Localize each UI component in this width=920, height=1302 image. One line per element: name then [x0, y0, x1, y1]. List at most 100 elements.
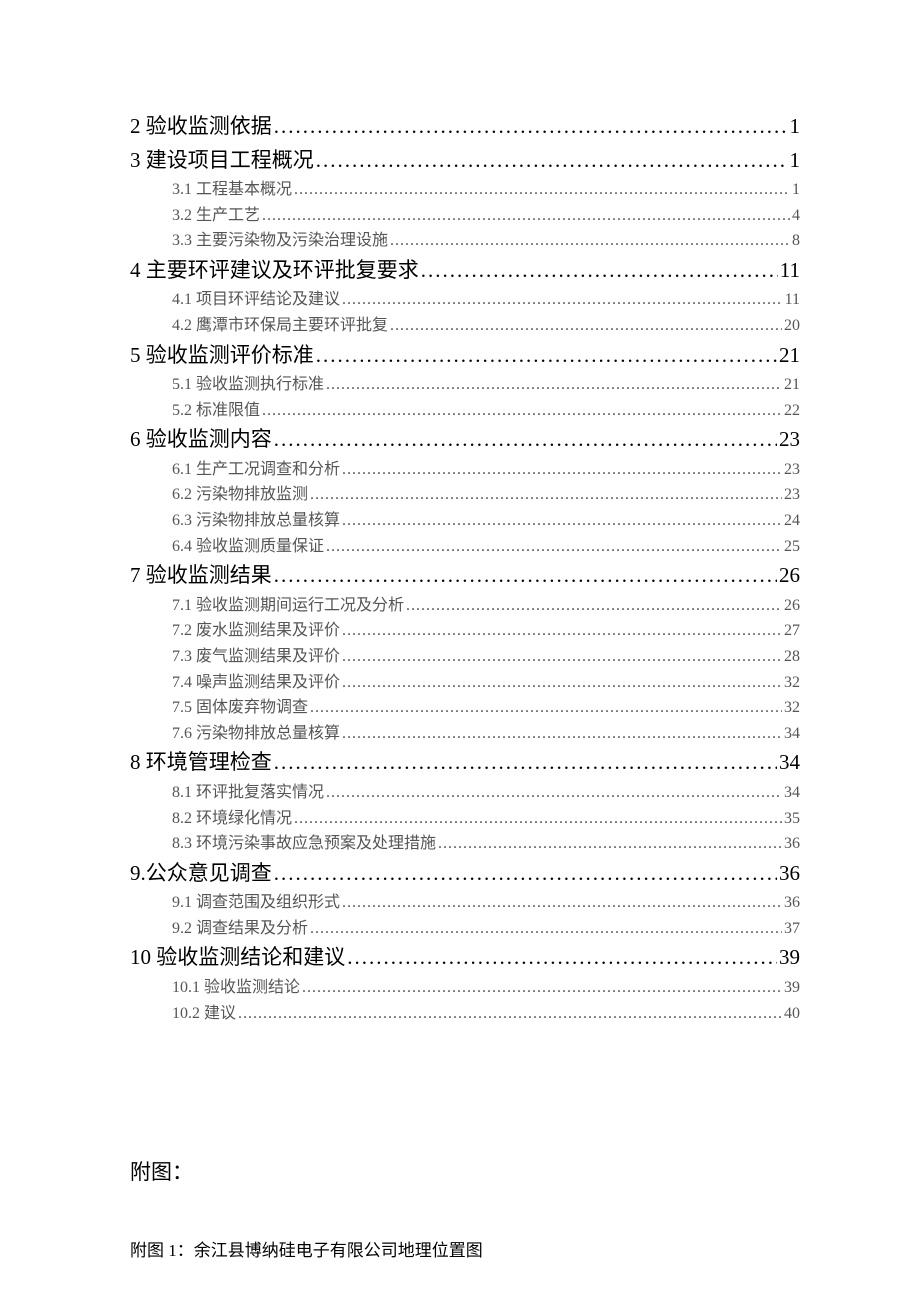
toc-entry-page: 36 — [779, 857, 800, 890]
toc-entry-page: 28 — [784, 644, 800, 670]
toc-entry: 6.4 验收监测质量保证............................… — [130, 534, 800, 560]
toc-entry: 7.2 废水监测结果及评价...........................… — [130, 618, 800, 644]
toc-entry-label: 7.5 固体废弃物调查 — [172, 695, 308, 721]
toc-leader-dots: ........................................… — [342, 618, 782, 644]
toc-entry-page: 24 — [784, 508, 800, 534]
toc-leader-dots: ........................................… — [238, 1001, 782, 1027]
toc-entry-label: 8.2 环境绿化情况 — [172, 806, 292, 832]
toc-leader-dots: ........................................… — [274, 857, 777, 890]
toc-entry-page: 21 — [779, 339, 800, 372]
toc-entry-label: 2 验收监测依据 — [130, 110, 272, 143]
toc-leader-dots: ........................................… — [347, 941, 777, 974]
toc-leader-dots: ........................................… — [310, 482, 782, 508]
toc-entry-page: 39 — [784, 975, 800, 1001]
toc-entry: 2 验收监测依据................................… — [130, 110, 800, 143]
toc-entry-label: 6.4 验收监测质量保证 — [172, 534, 324, 560]
toc-leader-dots: ........................................… — [302, 975, 782, 1001]
toc-leader-dots: ........................................… — [438, 831, 782, 857]
toc-leader-dots: ........................................… — [342, 890, 782, 916]
toc-entry-page: 26 — [784, 593, 800, 619]
toc-entry-page: 37 — [784, 916, 800, 942]
toc-leader-dots: ........................................… — [326, 372, 782, 398]
toc-leader-dots: ........................................… — [326, 534, 782, 560]
toc-entry: 7.3 废气监测结果及评价...........................… — [130, 644, 800, 670]
toc-entry: 9.1 调查范围及组织形式...........................… — [130, 890, 800, 916]
toc-entry: 7.4 噪声监测结果及评价...........................… — [130, 670, 800, 696]
toc-entry-page: 23 — [784, 457, 800, 483]
toc-entry: 6.3 污染物排放总量核算...........................… — [130, 508, 800, 534]
toc-entry-label: 4.2 鹰潭市环保局主要环评批复 — [172, 313, 388, 339]
toc-entry-page: 11 — [785, 287, 800, 313]
toc-leader-dots: ........................................… — [310, 695, 782, 721]
toc-entry-label: 10.1 验收监测结论 — [172, 975, 300, 1001]
toc-leader-dots: ........................................… — [406, 593, 782, 619]
toc-entry-label: 7.2 废水监测结果及评价 — [172, 618, 340, 644]
toc-leader-dots: ........................................… — [342, 508, 782, 534]
toc-entry-label: 8.1 环评批复落实情况 — [172, 780, 324, 806]
toc-entry-label: 6.3 污染物排放总量核算 — [172, 508, 340, 534]
toc-entry-page: 8 — [792, 228, 800, 254]
toc-entry: 3.1 工程基本概况..............................… — [130, 177, 800, 203]
toc-entry-label: 7.3 废气监测结果及评价 — [172, 644, 340, 670]
toc-entry: 5.1 验收监测执行标准............................… — [130, 372, 800, 398]
toc-entry-page: 4 — [792, 203, 800, 229]
toc-entry-label: 5 验收监测评价标准 — [130, 339, 314, 372]
toc-entry-page: 34 — [779, 746, 800, 779]
toc-entry: 5.2 标准限值................................… — [130, 398, 800, 424]
toc-entry: 4.1 项目环评结论及建议...........................… — [130, 287, 800, 313]
toc-entry-page: 36 — [784, 831, 800, 857]
toc-leader-dots: ........................................… — [294, 177, 790, 203]
toc-entry-label: 8 环境管理检查 — [130, 746, 272, 779]
toc-entry-label: 6 验收监测内容 — [130, 423, 272, 456]
toc-leader-dots: ........................................… — [421, 254, 778, 287]
toc-entry-label: 9.1 调查范围及组织形式 — [172, 890, 340, 916]
toc-leader-dots: ........................................… — [342, 644, 782, 670]
toc-leader-dots: ........................................… — [262, 203, 790, 229]
toc-leader-dots: ........................................… — [342, 721, 782, 747]
toc-entry-page: 11 — [780, 254, 800, 287]
toc-entry-page: 26 — [779, 559, 800, 592]
toc-entry: 4.2 鹰潭市环保局主要环评批复........................… — [130, 313, 800, 339]
toc-entry-label: 3 建设项目工程概况 — [130, 144, 314, 177]
appendix-item: 附图 1：余江县博纳硅电子有限公司地理位置图 — [130, 1236, 800, 1261]
toc-leader-dots: ........................................… — [326, 780, 782, 806]
toc-entry: 7.6 污染物排放总量核算...........................… — [130, 721, 800, 747]
toc-entry: 10.1 验收监测结论.............................… — [130, 975, 800, 1001]
toc-entry-page: 23 — [779, 423, 800, 456]
toc-entry: 5 验收监测评价标准..............................… — [130, 339, 800, 372]
toc-entry: 3.3 主要污染物及污染治理设施........................… — [130, 228, 800, 254]
toc-entry-label: 10 验收监测结论和建议 — [130, 941, 345, 974]
toc-entry: 9.公众意见调查................................… — [130, 857, 800, 890]
toc-entry: 6.1 生产工况调查和分析...........................… — [130, 457, 800, 483]
toc-entry: 3.2 生产工艺................................… — [130, 203, 800, 229]
toc-entry: 3 建设项目工程概况..............................… — [130, 144, 800, 177]
toc-leader-dots: ........................................… — [262, 398, 782, 424]
toc-entry: 8.3 环境污染事故应急预案及处理措施.....................… — [130, 831, 800, 857]
toc-entry-label: 4 主要环评建议及环评批复要求 — [130, 254, 419, 287]
toc-entry-label: 7 验收监测结果 — [130, 559, 272, 592]
toc-entry-page: 1 — [792, 177, 800, 203]
toc-entry-label: 7.6 污染物排放总量核算 — [172, 721, 340, 747]
toc-entry: 8 环境管理检查................................… — [130, 746, 800, 779]
toc-entry-label: 3.2 生产工艺 — [172, 203, 260, 229]
toc-entry: 7.1 验收监测期间运行工况及分析.......................… — [130, 593, 800, 619]
toc-entry-label: 5.1 验收监测执行标准 — [172, 372, 324, 398]
toc-leader-dots: ........................................… — [310, 916, 782, 942]
table-of-contents: 2 验收监测依据................................… — [130, 110, 800, 1026]
toc-entry-label: 9.2 调查结果及分析 — [172, 916, 308, 942]
toc-entry: 6.2 污染物排放监测.............................… — [130, 482, 800, 508]
toc-leader-dots: ........................................… — [316, 144, 788, 177]
toc-entry-label: 8.3 环境污染事故应急预案及处理措施 — [172, 831, 436, 857]
toc-entry-label: 9.公众意见调查 — [130, 857, 272, 890]
toc-leader-dots: ........................................… — [316, 339, 777, 372]
toc-entry: 7.5 固体废弃物调查.............................… — [130, 695, 800, 721]
toc-entry: 10.2 建议.................................… — [130, 1001, 800, 1027]
toc-entry-page: 1 — [790, 110, 801, 143]
toc-entry-label: 3.3 主要污染物及污染治理设施 — [172, 228, 388, 254]
toc-entry-page: 27 — [784, 618, 800, 644]
toc-entry-page: 35 — [784, 806, 800, 832]
toc-entry-page: 21 — [784, 372, 800, 398]
toc-leader-dots: ........................................… — [342, 670, 782, 696]
toc-entry-label: 5.2 标准限值 — [172, 398, 260, 424]
toc-entry-page: 25 — [784, 534, 800, 560]
